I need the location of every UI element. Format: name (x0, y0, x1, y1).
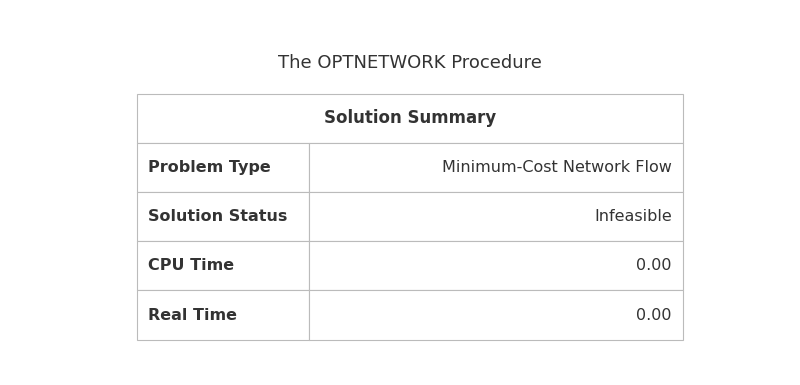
Bar (138, 143, 309, 192)
Bar (138, 241, 309, 290)
Text: Real Time: Real Time (148, 308, 238, 323)
Bar (309, 143, 682, 192)
Bar (138, 94, 682, 143)
Bar (309, 241, 682, 290)
Text: The OPTNETWORK Procedure: The OPTNETWORK Procedure (278, 54, 542, 72)
Text: 0.00: 0.00 (636, 308, 672, 323)
Bar (138, 192, 309, 241)
Bar (309, 192, 682, 241)
Text: Solution Summary: Solution Summary (324, 109, 496, 127)
Text: Solution Status: Solution Status (148, 209, 288, 224)
Text: CPU Time: CPU Time (148, 258, 234, 273)
Text: Infeasible: Infeasible (594, 209, 672, 224)
Bar (138, 290, 309, 340)
Text: Problem Type: Problem Type (148, 160, 271, 175)
Text: Minimum-Cost Network Flow: Minimum-Cost Network Flow (442, 160, 672, 175)
Text: 0.00: 0.00 (636, 258, 672, 273)
Bar (309, 290, 682, 340)
